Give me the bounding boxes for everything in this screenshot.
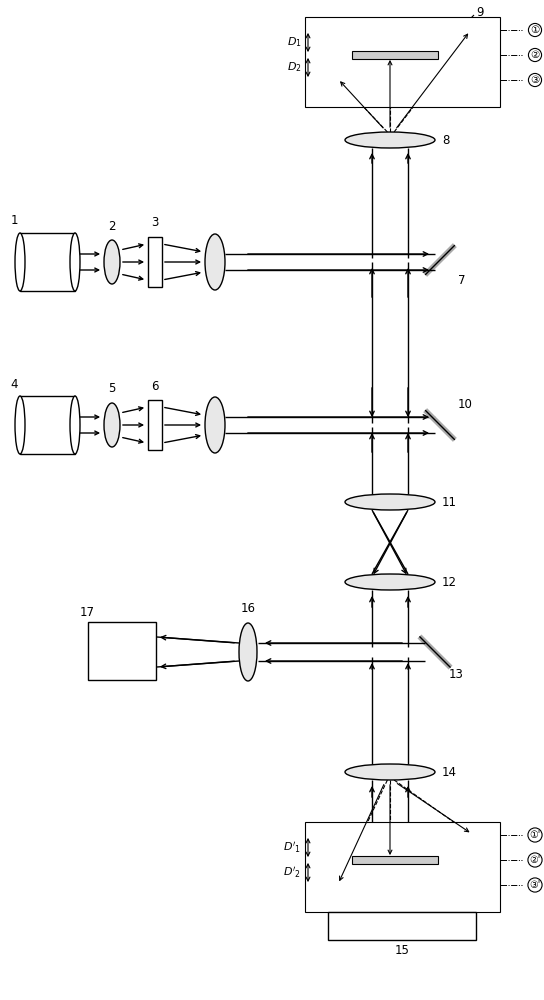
Ellipse shape — [104, 240, 120, 284]
Text: ②': ②' — [529, 855, 541, 865]
Text: 14: 14 — [442, 766, 457, 778]
Text: 1: 1 — [10, 215, 18, 228]
Text: $D_1$: $D_1$ — [287, 36, 301, 49]
Ellipse shape — [15, 233, 25, 291]
Text: 15: 15 — [394, 944, 410, 956]
Ellipse shape — [205, 397, 225, 453]
Ellipse shape — [345, 494, 435, 510]
Text: 11: 11 — [442, 495, 457, 508]
Bar — [328, 912, 476, 940]
Bar — [148, 237, 162, 287]
Text: 13: 13 — [449, 668, 464, 680]
Bar — [148, 400, 162, 450]
Text: 5: 5 — [108, 382, 116, 395]
Text: 3: 3 — [151, 217, 159, 230]
Text: 6: 6 — [151, 379, 159, 392]
Bar — [352, 856, 438, 864]
Text: 4: 4 — [10, 377, 18, 390]
Ellipse shape — [345, 132, 435, 148]
Text: $D'_2$: $D'_2$ — [283, 865, 301, 880]
Bar — [20, 233, 75, 291]
Ellipse shape — [239, 623, 257, 681]
Ellipse shape — [15, 396, 25, 454]
Text: 9: 9 — [476, 5, 484, 18]
Text: ③': ③' — [529, 880, 541, 890]
Bar — [20, 396, 75, 454]
Text: ①': ①' — [529, 830, 541, 840]
Text: 17: 17 — [80, 605, 95, 618]
Ellipse shape — [205, 234, 225, 290]
Text: 8: 8 — [442, 133, 449, 146]
Bar — [305, 17, 500, 107]
Text: $D'_1$: $D'_1$ — [283, 840, 301, 855]
Bar — [305, 822, 500, 912]
Text: 10: 10 — [458, 398, 473, 412]
Ellipse shape — [70, 396, 80, 454]
Bar — [88, 622, 156, 680]
Text: 16: 16 — [240, 602, 256, 615]
Text: 7: 7 — [458, 273, 466, 286]
Ellipse shape — [345, 764, 435, 780]
Text: $D_2$: $D_2$ — [287, 61, 301, 74]
Ellipse shape — [104, 403, 120, 447]
Ellipse shape — [70, 233, 80, 291]
Text: ③: ③ — [530, 75, 540, 85]
Text: ②: ② — [530, 50, 540, 60]
Text: 2: 2 — [108, 220, 116, 232]
Text: 12: 12 — [442, 576, 457, 588]
Ellipse shape — [345, 574, 435, 590]
Text: ①: ① — [530, 25, 540, 35]
Bar — [352, 51, 438, 59]
